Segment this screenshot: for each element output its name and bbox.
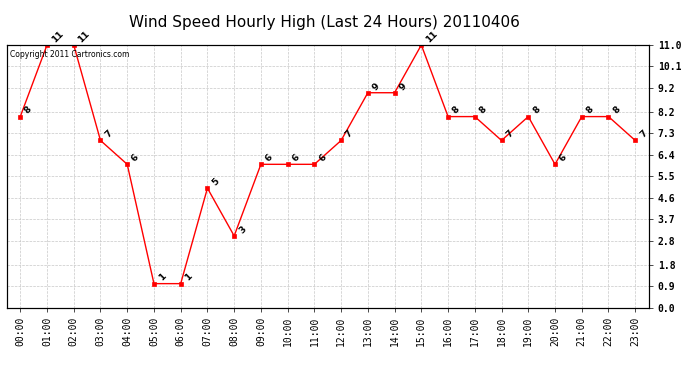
Text: 9: 9 bbox=[371, 81, 382, 92]
Text: 8: 8 bbox=[531, 105, 542, 116]
Text: 9: 9 bbox=[397, 81, 408, 92]
Text: 6: 6 bbox=[558, 153, 569, 164]
Text: 6: 6 bbox=[130, 153, 141, 164]
Text: 11: 11 bbox=[50, 29, 65, 44]
Text: 7: 7 bbox=[104, 129, 114, 140]
Text: 8: 8 bbox=[611, 105, 622, 116]
Text: 8: 8 bbox=[451, 105, 462, 116]
Text: 6: 6 bbox=[290, 153, 302, 164]
Text: Copyright 2011 Cartronics.com: Copyright 2011 Cartronics.com bbox=[10, 50, 130, 59]
Text: 1: 1 bbox=[157, 272, 168, 283]
Text: 8: 8 bbox=[584, 105, 595, 116]
Text: 11: 11 bbox=[424, 29, 440, 44]
Text: 7: 7 bbox=[504, 129, 515, 140]
Text: 5: 5 bbox=[210, 177, 221, 188]
Text: 11: 11 bbox=[77, 29, 92, 44]
Text: 1: 1 bbox=[184, 272, 195, 283]
Text: 7: 7 bbox=[638, 129, 649, 140]
Text: 6: 6 bbox=[317, 153, 328, 164]
Text: 8: 8 bbox=[23, 105, 34, 116]
Text: 3: 3 bbox=[237, 224, 248, 235]
Text: Wind Speed Hourly High (Last 24 Hours) 20110406: Wind Speed Hourly High (Last 24 Hours) 2… bbox=[129, 15, 520, 30]
Text: 7: 7 bbox=[344, 129, 355, 140]
Text: 6: 6 bbox=[264, 153, 275, 164]
Text: 8: 8 bbox=[477, 105, 489, 116]
